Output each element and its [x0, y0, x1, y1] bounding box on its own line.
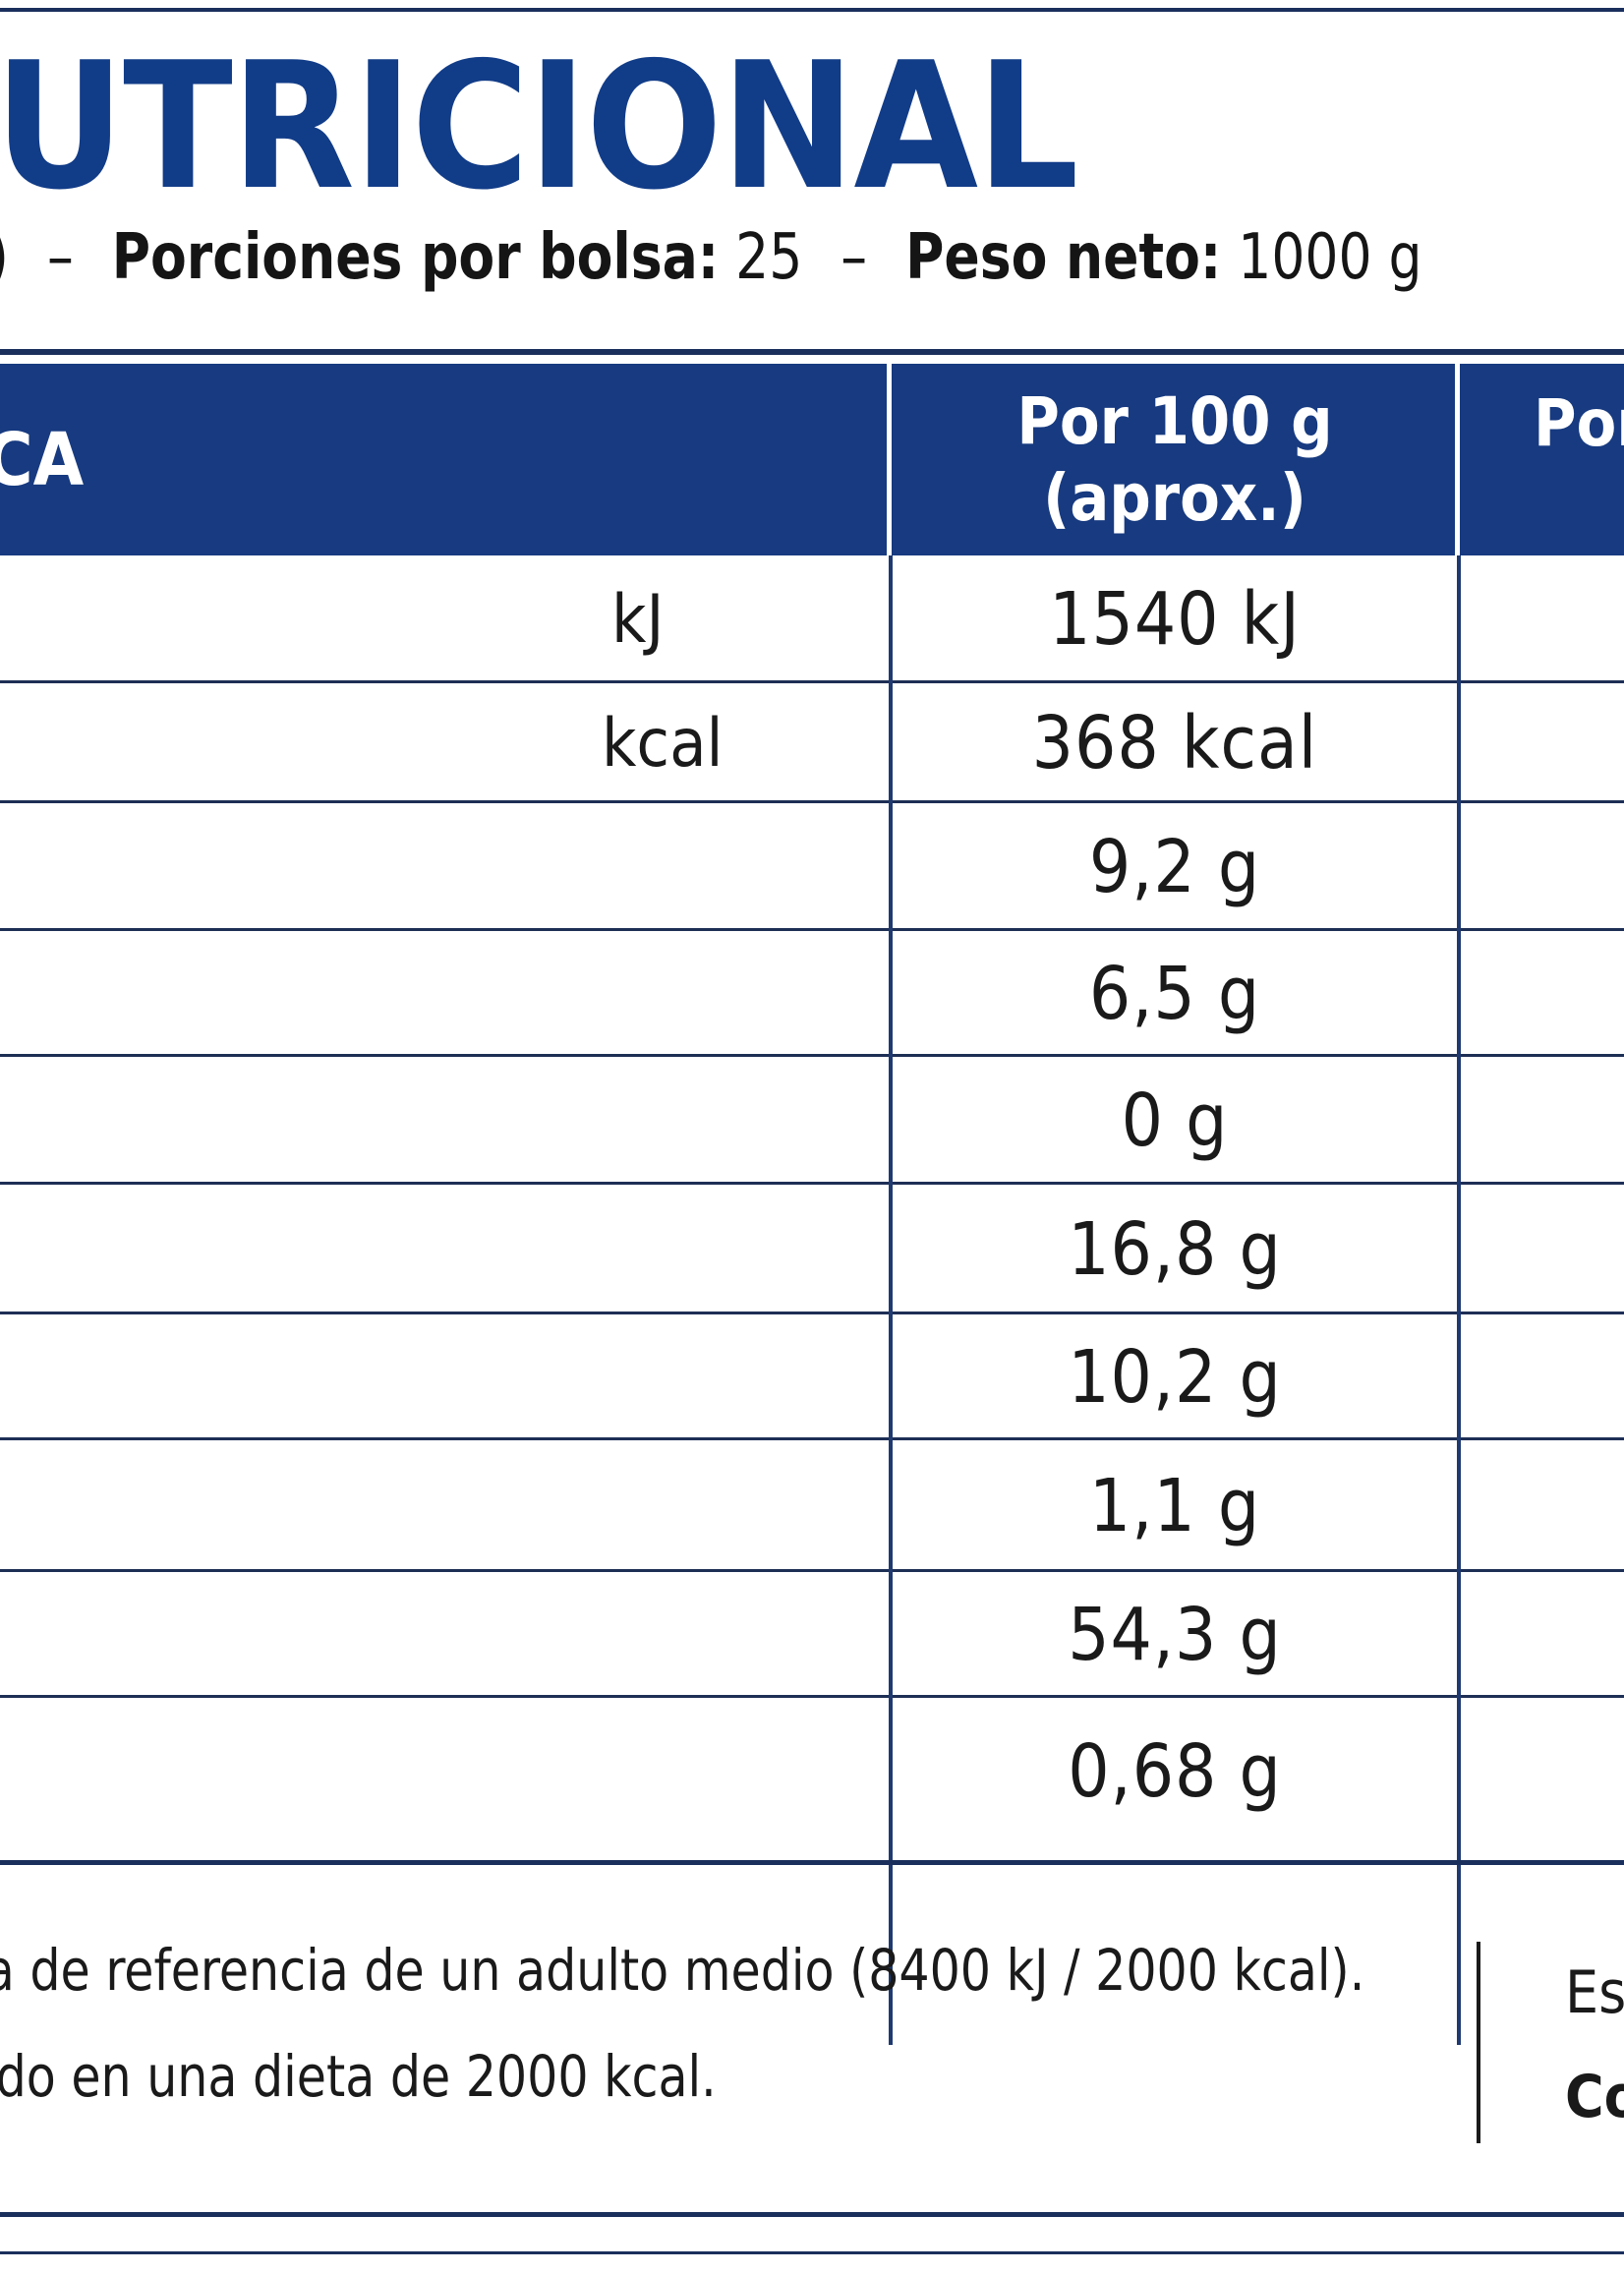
row-value-per-100g: 1,1 g — [1088, 1464, 1261, 1548]
bottom-rule-thin — [0, 2251, 1624, 2254]
footnote-line-2: sado en una dieta de 2000 kcal. — [0, 2043, 717, 2110]
meta-separator-2: – — [841, 221, 868, 294]
table-row: 10,2 g — [0, 1314, 1624, 1440]
header-per-100g-line1: Por 100 g — [1016, 382, 1333, 459]
portions-label: Porciones por bolsa: — [111, 221, 720, 294]
table-row: 16,8 g — [0, 1185, 1624, 1314]
weight-value: 1000 g — [1238, 221, 1422, 294]
column-divider — [889, 555, 893, 2045]
row-divider — [0, 1054, 1624, 1057]
table-row: kcal 368 kcal — [0, 683, 1624, 803]
row-value-per-100g: 6,5 g — [1088, 952, 1261, 1036]
table-row: 6,5 g — [0, 931, 1624, 1057]
row-value-per-100g: 0 g — [1121, 1079, 1229, 1163]
table-row: 9,2 g — [0, 803, 1624, 931]
top-rule — [0, 8, 1624, 12]
footnote-line-1: sta de referencia de un adulto medio (84… — [0, 1937, 1365, 2004]
row-divider — [0, 680, 1624, 683]
footnote-divider — [1477, 1942, 1480, 2143]
page-title: UTRICIONAL — [0, 25, 1079, 228]
row-value-per-100g: 9,2 g — [1088, 825, 1261, 909]
row-unit: kJ — [611, 580, 665, 659]
table-row: 1,1 g — [0, 1440, 1624, 1572]
portions-value: 25 — [735, 221, 803, 294]
row-value-per-100g: 368 kcal — [1031, 701, 1318, 786]
row-divider — [0, 1312, 1624, 1314]
header-rule — [0, 349, 1624, 355]
header-per-100g-line2: (aprox.) — [1043, 459, 1306, 536]
header-divider — [887, 364, 892, 555]
row-divider — [0, 1695, 1624, 1698]
header-col-per-100g: Por 100 g (aprox.) — [893, 364, 1457, 555]
header-col-per-portion: Por — [1534, 385, 1624, 461]
weight-label: Peso neto: — [905, 221, 1222, 294]
row-value-per-100g: 1540 kJ — [1049, 577, 1301, 662]
bottom-rule — [0, 2212, 1624, 2217]
column-divider — [1457, 555, 1461, 2045]
row-divider — [0, 1182, 1624, 1185]
row-value-per-100g: 54,3 g — [1068, 1593, 1282, 1677]
serving-info: )–Porciones por bolsa: 25–Peso neto: 100… — [0, 226, 1422, 289]
row-divider — [0, 1569, 1624, 1572]
table-row: 0 g — [0, 1057, 1624, 1185]
table-row: kJ 1540 kJ — [0, 555, 1624, 683]
row-value-per-100g: 10,2 g — [1068, 1335, 1282, 1420]
row-unit: kcal — [602, 704, 724, 783]
side-text-2: Co — [1565, 2063, 1624, 2131]
header-divider — [1455, 364, 1460, 555]
row-value-per-100g: 0,68 g — [1068, 1729, 1282, 1814]
row-divider — [0, 1437, 1624, 1440]
meta-leading: ) — [0, 221, 9, 294]
meta-separator: – — [46, 221, 74, 294]
row-divider — [0, 800, 1624, 803]
header-col-nutrient: ICA — [0, 417, 85, 502]
row-divider — [0, 928, 1624, 931]
row-value-per-100g: 16,8 g — [1068, 1207, 1282, 1292]
table-row: 54,3 g — [0, 1572, 1624, 1698]
table-bottom-rule — [0, 1860, 1624, 1865]
table-header: ICA Por 100 g (aprox.) Por — [0, 364, 1624, 555]
table-row: 0,68 g — [0, 1698, 1624, 1845]
side-text-1: Es — [1565, 1958, 1624, 2027]
